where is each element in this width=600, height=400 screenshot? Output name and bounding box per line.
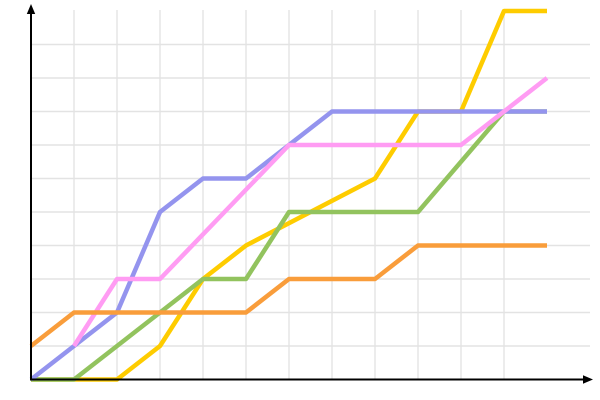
- y-axis-arrow: [26, 4, 36, 14]
- series-green-line: [31, 109, 547, 382]
- axes-layer: [26, 4, 593, 384]
- grid-layer: [31, 10, 590, 380]
- series-layer: [29, 8, 549, 382]
- x-axis-arrow: [583, 375, 593, 384]
- series-violet-pink-line: [72, 76, 549, 348]
- series-orange-line: [29, 243, 547, 348]
